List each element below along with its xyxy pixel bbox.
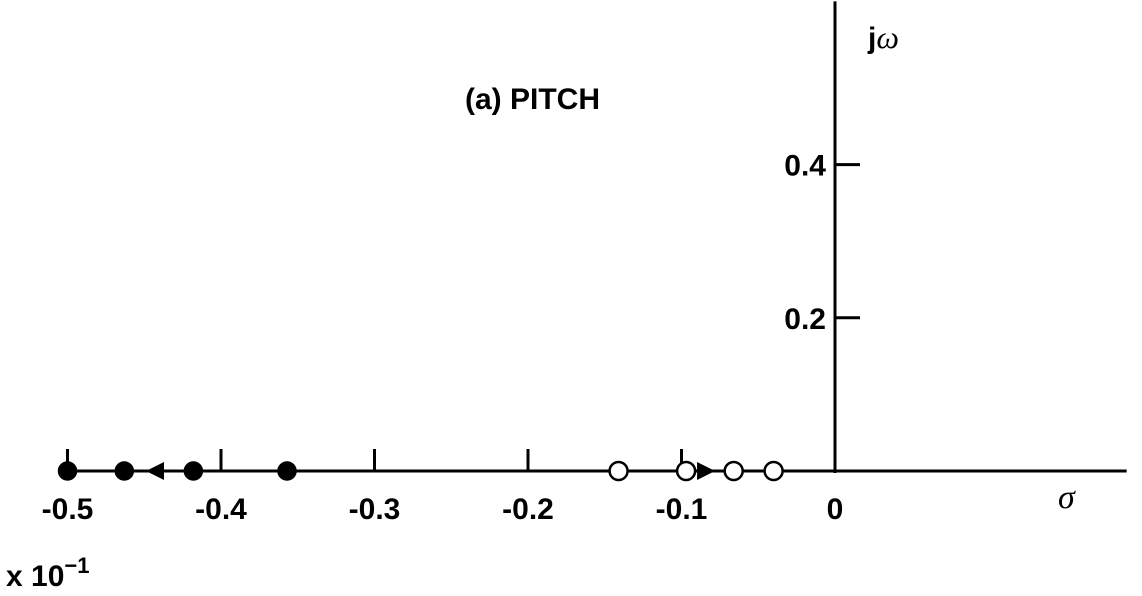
filled-pole-marker [57,461,78,481]
y-tick-label: 0.4 [784,150,826,183]
y-tick-label: 0.2 [784,303,826,336]
x-tick-label: -0.2 [502,493,554,526]
x-tick-label: 0 [827,493,844,526]
x-tick-label: -0.3 [349,493,401,526]
x-scale-exponent: −1 [64,553,89,578]
filled-pole-marker [183,461,204,481]
axes [67,1,1127,473]
open-zero-marker [723,460,744,482]
chart-title: (a) PITCH [465,83,600,116]
marks [57,460,784,482]
y-axis-label: jω [867,19,899,55]
x-tick-label: -0.1 [656,493,708,526]
ticks: -0.5 -0.4 -0.3 -0.2 -0.1 0 0.2 0.4 [42,150,860,526]
open-zero-marker [675,460,697,482]
x-axis-label: σ [1058,479,1076,516]
filled-pole-marker [114,461,135,481]
x-scale-note: x 10−1 [6,553,89,593]
open-zero-marker [608,460,629,482]
locus-direction-arrow [145,462,164,480]
x-scale-base: x 10 [6,560,64,593]
x-tick-label: -0.5 [42,493,94,526]
open-zero-marker [763,460,784,482]
locus-direction-arrow [697,462,716,480]
filled-pole-marker [277,461,297,481]
x-tick-label: -0.4 [195,493,247,526]
